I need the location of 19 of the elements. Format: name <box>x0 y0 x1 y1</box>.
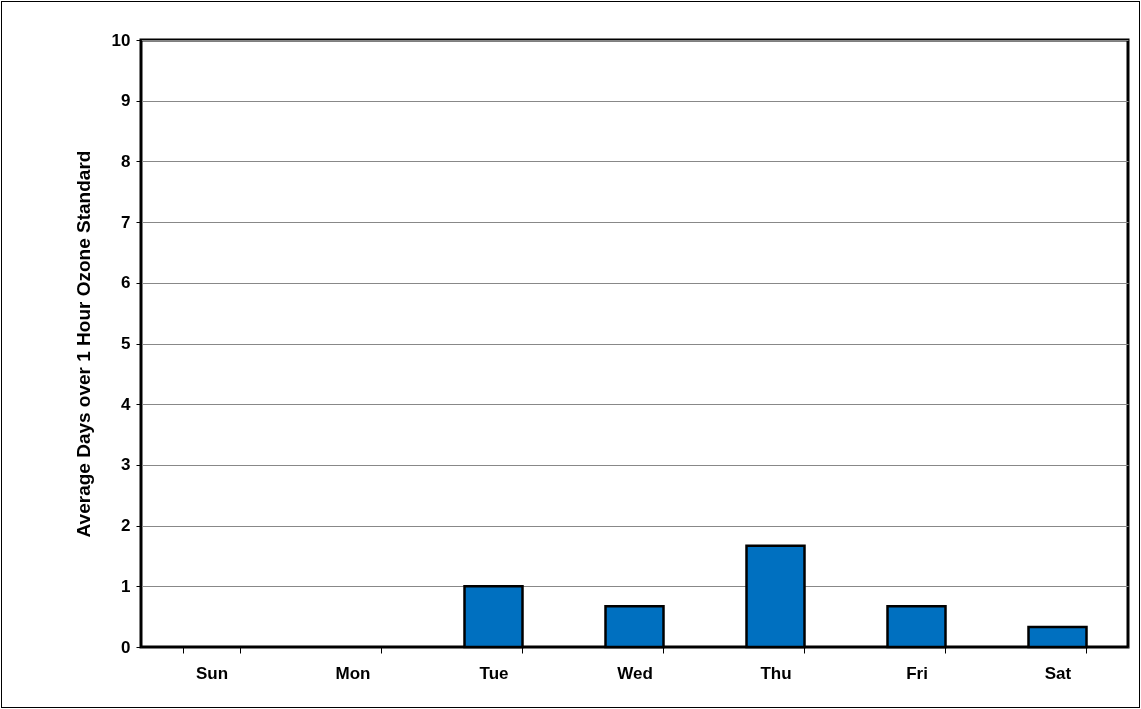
y-tick-label: 2 <box>121 516 131 536</box>
y-tick-label: 8 <box>121 151 131 171</box>
y-tick-label: 5 <box>121 334 131 353</box>
y-axis-title: Average Days over 1 Hour Ozone Standard <box>72 150 94 538</box>
y-tick-label: 4 <box>121 394 132 414</box>
y-tick-label: 1 <box>121 576 131 596</box>
x-tick-label: Sat <box>1044 663 1072 683</box>
y-tick-label: 9 <box>121 91 131 111</box>
x-tick-label: Sun <box>195 663 229 683</box>
x-tick-label: Fri <box>906 663 928 683</box>
y-tick-label: 7 <box>121 212 131 232</box>
y-tick-label: 0 <box>121 637 131 657</box>
y-tick-label: 6 <box>121 273 131 293</box>
y-tick-label: 10 <box>111 30 131 50</box>
x-tick-label: Wed <box>617 663 653 683</box>
x-tick-label: Thu <box>760 663 792 683</box>
x-tick-label: Mon <box>335 663 371 683</box>
x-tick-label: Tue <box>479 663 509 683</box>
y-tick-label: 3 <box>121 455 131 475</box>
